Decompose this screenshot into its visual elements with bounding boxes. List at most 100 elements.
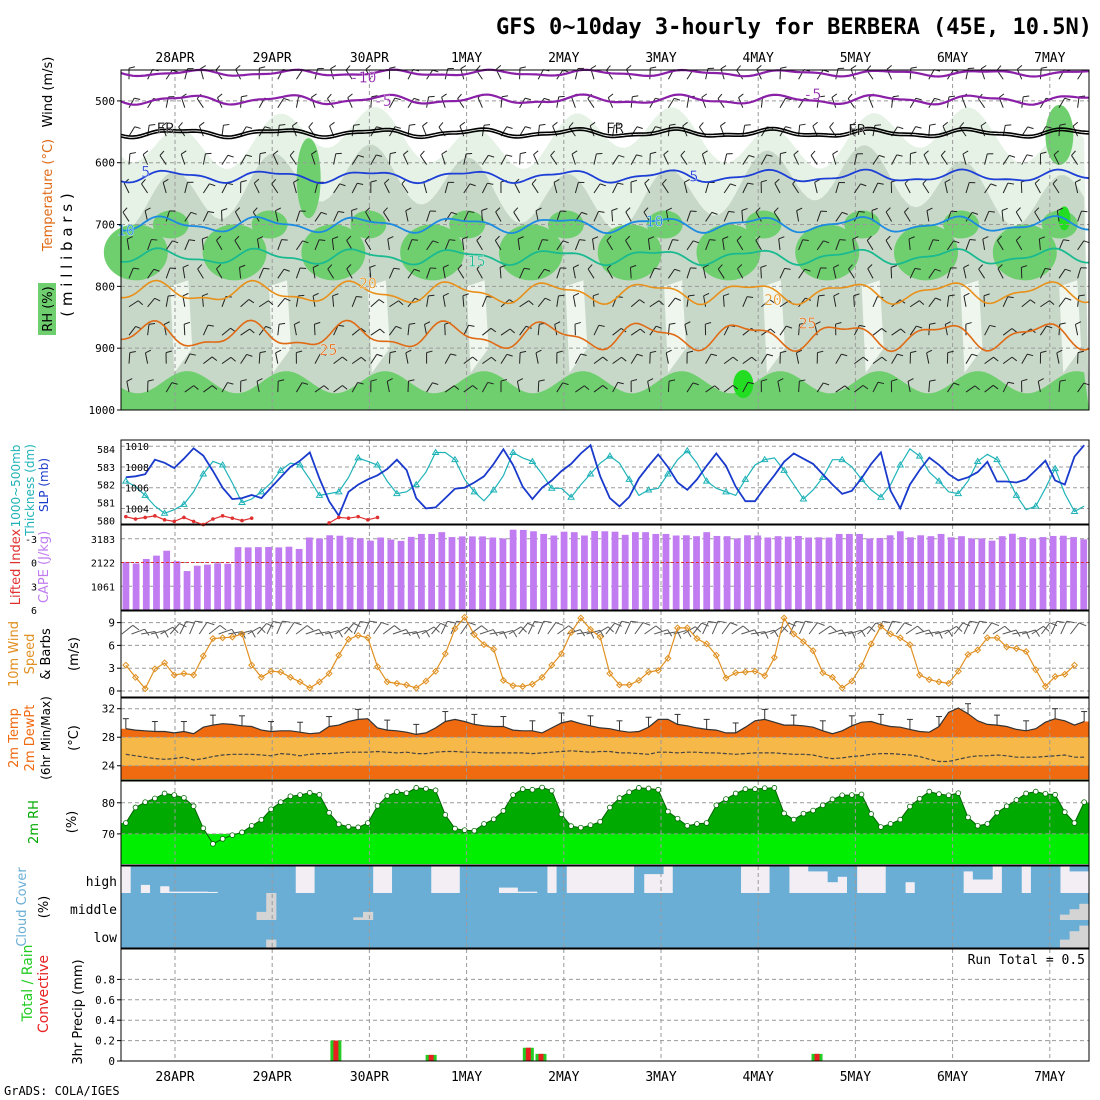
y-tick-label: 0.4 [95,1014,115,1027]
wind-barb [948,95,956,98]
wind-barb [866,622,877,635]
precip-bg [121,949,1089,1061]
wind-barb [256,381,260,393]
date-label: 1MAY [451,1070,482,1085]
wind-barb [554,321,561,325]
wind-barb [701,622,709,627]
cloud-high-bar [1001,866,1013,893]
rh2m-point [471,827,478,834]
wind-barb [915,629,930,635]
lifted-index-point [375,515,380,520]
wind-barb [812,121,818,127]
cape-bar [611,531,619,610]
wind-barb [442,295,446,307]
contour-label: 20 [359,274,377,292]
wind-barb [907,378,914,382]
wind-barb [991,622,1000,627]
wind-barb [853,295,855,307]
wind-barb [951,210,958,213]
rh-shade-mid [121,144,1089,410]
rh2m-point [423,785,429,792]
wind-barb [761,378,768,382]
precip-conv-bar [814,1053,820,1061]
thickness-point [354,453,363,461]
wind-barb [785,126,792,129]
cape-bar [937,533,945,610]
wind-barb [701,93,708,98]
wind-barb [692,622,703,635]
wind-barb [477,97,483,108]
wind-barb [389,300,399,308]
rh2m-point [897,816,904,823]
rh2m-point [1071,820,1078,826]
thickness-point [141,491,150,498]
thickness-point [683,446,692,454]
wind-barb [240,299,250,308]
wind-speed-point [567,628,575,637]
wind-barb [150,630,165,635]
wind-barb [379,328,385,334]
wind-barb [401,183,409,194]
thickness-point [238,498,246,506]
wind-barb [562,240,569,244]
wind-barb [858,210,865,213]
wind-barb [784,267,791,270]
cape-bar [458,536,466,610]
wind-barb [370,379,377,382]
cape-bar [254,547,262,610]
wind-barb [428,294,435,297]
y-tick-label: 0.6 [95,994,115,1007]
wind-barb [1058,381,1061,393]
axis-label: Temperature (°C) [41,139,56,252]
wind-barb [891,328,901,336]
wind-barb [278,379,285,382]
wind-barb [308,122,314,128]
rh2m-point [839,792,845,799]
cape-bar [764,537,772,610]
wind-barb [755,235,761,241]
wind-barb [537,239,543,251]
cape-bar [825,537,833,610]
rh2m-point [239,829,245,836]
wind-barb [663,154,669,165]
wind-barb [165,267,171,279]
wind-barb [241,95,248,98]
wind-speed-point [248,661,256,669]
cape-bar [805,537,812,610]
cape-bar [907,537,914,610]
cloud-gap-bar [363,911,374,920]
wind-speed-point [470,631,478,639]
wind-barb [230,356,236,362]
rh-gap [269,280,291,373]
wind-barb [142,154,149,165]
contour-label: FR [156,120,175,138]
rh2m-point [171,792,178,798]
wind-barb [1021,299,1031,308]
wind-speed-point [761,672,769,680]
wind-barb [442,267,446,279]
rh-blob [296,138,321,219]
wind-barb [636,154,643,157]
wind-barb [909,126,917,137]
wind-barb [215,69,223,80]
wind-barb [589,121,596,127]
wind-barb [332,295,335,307]
cloud-high-bar [411,866,422,893]
rh2m-point [984,821,991,827]
wind-barb [892,620,901,623]
cape-bar [519,529,527,610]
thickness-point [276,466,285,473]
wind-barb [1016,65,1023,70]
rh2m-point [819,802,826,809]
wind-barb [705,321,712,325]
wind-barb [128,153,131,165]
wind-barb [799,123,806,126]
wind-barb [581,211,588,215]
wind-barb [386,378,393,382]
cloud-high-bar [537,866,548,893]
cloud-high-bar [508,866,519,888]
rh2m-point [316,791,323,798]
wind-barb [810,155,818,165]
